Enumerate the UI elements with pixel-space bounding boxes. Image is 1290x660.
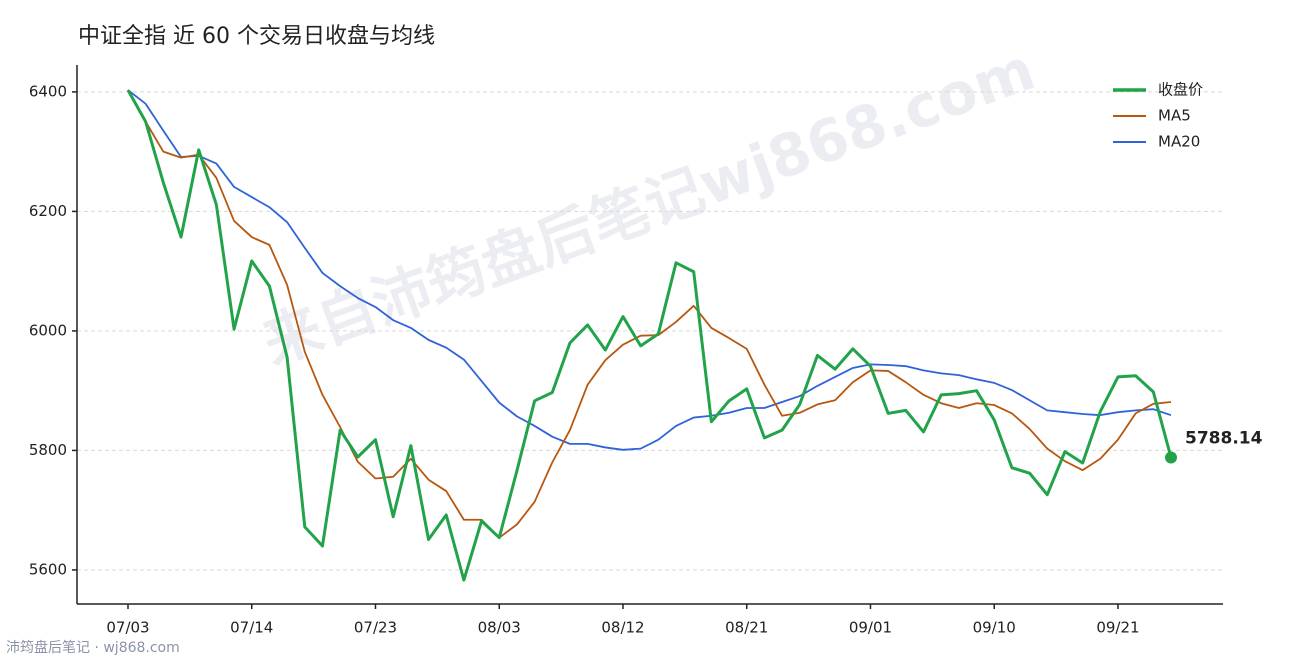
y-tick-label: 5600 (29, 560, 67, 578)
x-tick-label: 07/23 (354, 619, 397, 637)
y-tick-label: 6200 (29, 202, 67, 220)
x-tick-label: 09/21 (1096, 619, 1139, 637)
x-tick-label: 07/03 (106, 619, 149, 637)
legend-label: MA5 (1158, 107, 1191, 125)
x-tick-label: 09/10 (973, 619, 1016, 637)
x-tick-label: 09/01 (849, 619, 892, 637)
footer: 沛筠盘后笔记 · wj868.com (6, 639, 180, 656)
last-value-label: 5788.14 (1185, 429, 1263, 449)
chart-title: 中证全指 近 60 个交易日收盘与均线 (78, 24, 435, 49)
x-tick-label: 08/12 (601, 619, 644, 637)
legend-label: 收盘价 (1158, 81, 1203, 99)
x-tick-label: 08/03 (478, 619, 521, 637)
last-point (1165, 451, 1177, 464)
legend-label: MA20 (1158, 133, 1200, 151)
series-line (127, 89, 1172, 451)
series-line (126, 89, 1173, 582)
x-tick-label: 08/21 (725, 619, 768, 637)
watermark: 来自沛筠盘后笔记wj868.com (254, 35, 1043, 378)
y-tick-label: 5800 (29, 441, 67, 459)
series-line (127, 89, 1172, 539)
y-tick-label: 6400 (29, 82, 67, 100)
x-tick-label: 07/14 (230, 619, 273, 637)
y-tick-label: 6000 (29, 321, 67, 339)
